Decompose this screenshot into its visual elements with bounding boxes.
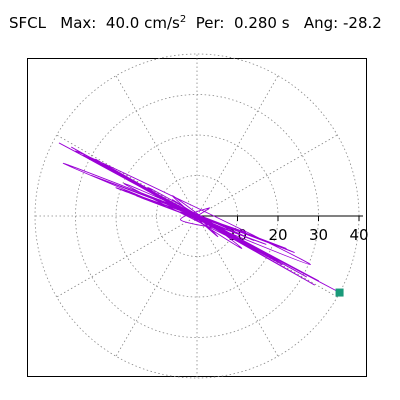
motion-trace-group bbox=[58, 142, 341, 293]
peak-marker-group bbox=[335, 288, 344, 297]
radial-axis: 10 20 30 40 bbox=[197, 215, 369, 244]
period-value: 0.280 s bbox=[234, 14, 290, 32]
grid-spoke-60 bbox=[196, 75, 279, 217]
angle-label: Ang: bbox=[303, 14, 339, 32]
radial-tick-label-30: 30 bbox=[309, 226, 328, 244]
header-title: SFCL Max: 40.0 cm/s2 Per: 0.280 s Ang: -… bbox=[9, 14, 382, 32]
max-unit-exponent: 2 bbox=[179, 14, 187, 25]
grid-spoke-30 bbox=[196, 134, 338, 217]
period-label: Per: bbox=[195, 14, 225, 32]
grid-spoke-240 bbox=[115, 215, 198, 357]
grid-spoke-150 bbox=[56, 134, 198, 217]
motion-trace-0 bbox=[58, 142, 341, 293]
max-label: Max: bbox=[60, 14, 97, 32]
max-unit: cm/s bbox=[144, 14, 180, 32]
max-value: 40.0 bbox=[105, 14, 140, 32]
peak-marker bbox=[335, 288, 344, 297]
grid-spoke-210 bbox=[56, 215, 198, 298]
grid-spoke-120 bbox=[115, 75, 198, 217]
radial-tick-label-20: 20 bbox=[268, 226, 287, 244]
station-code: SFCL bbox=[9, 14, 46, 32]
radial-tick-label-40: 40 bbox=[349, 226, 368, 244]
angle-value: -28.2 bbox=[342, 14, 382, 32]
grid-spoke-300 bbox=[196, 215, 279, 357]
